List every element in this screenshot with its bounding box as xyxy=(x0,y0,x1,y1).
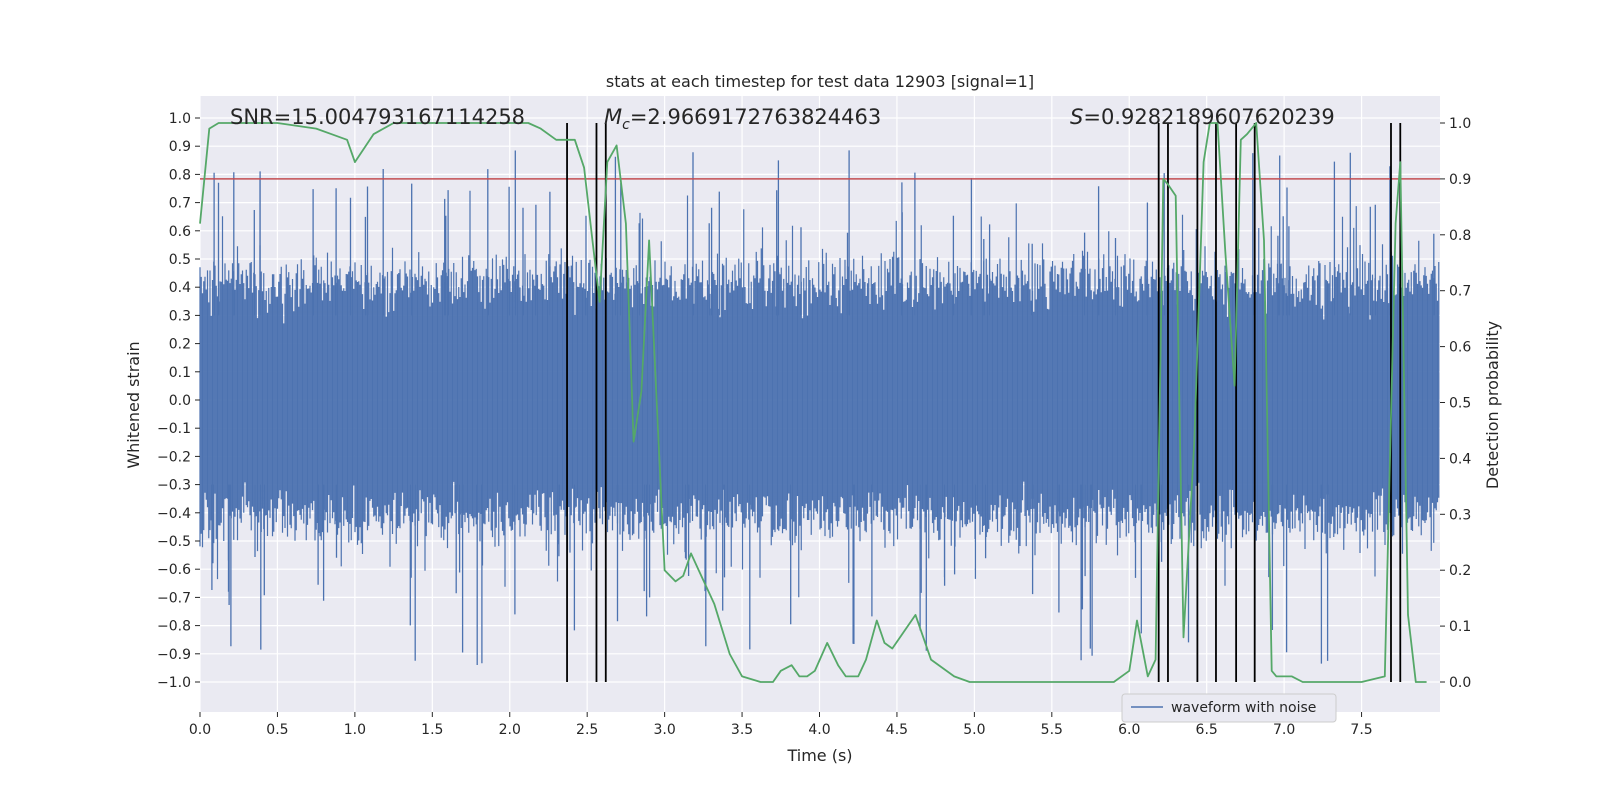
right-y-axis-ticks: 1.0 0.9 0.8 0.7 0.6 0.5 0.4 0.3 0.2 0.1 0.0 xyxy=(1440,116,1471,691)
left-y-tick-label: −0.3 xyxy=(157,478,191,494)
waveform-trace xyxy=(199,190,1440,598)
x-tick-label: 7.5 xyxy=(1350,722,1372,738)
x-tick-label: 3.5 xyxy=(731,722,753,738)
left-y-tick-label: 0.8 xyxy=(169,167,191,183)
right-y-tick-label: 0.2 xyxy=(1449,563,1471,579)
x-tick-label: 2.5 xyxy=(576,722,598,738)
x-tick-label: 2.0 xyxy=(499,722,521,738)
x-tick-label: 6.5 xyxy=(1196,722,1218,738)
left-y-tick-label: 0.2 xyxy=(169,337,191,353)
right-y-axis-label: Detection probability xyxy=(1483,321,1502,489)
left-y-tick-label: 0.1 xyxy=(169,365,191,381)
s-annotation: S=0.9282189607620239 xyxy=(1070,105,1335,129)
right-y-tick-label: 0.8 xyxy=(1449,228,1471,244)
left-y-tick-label: 0.5 xyxy=(169,252,191,268)
left-y-tick-label: −0.2 xyxy=(157,449,191,465)
right-y-tick-label: 0.7 xyxy=(1449,284,1471,300)
left-y-tick-label: 0.7 xyxy=(169,196,191,212)
right-y-tick-label: 0.3 xyxy=(1449,507,1471,523)
x-tick-label: 4.0 xyxy=(808,722,830,738)
left-y-tick-label: 0.3 xyxy=(169,308,191,324)
left-y-tick-label: −0.6 xyxy=(157,562,191,578)
x-tick-label: 5.5 xyxy=(1041,722,1063,738)
x-tick-label: 5.0 xyxy=(963,722,985,738)
left-y-axis-ticks: 1.0 0.9 0.8 0.7 0.6 0.5 0.4 0.3 0.2 0.1 0.0 −0.1 −0.… xyxy=(157,111,200,691)
x-tick-label: 0.5 xyxy=(266,722,288,738)
legend: waveform with noise xyxy=(1121,693,1337,723)
x-tick-label: 1.5 xyxy=(421,722,443,738)
right-y-tick-label: 0.6 xyxy=(1449,340,1471,356)
right-y-tick-label: 0.4 xyxy=(1449,451,1471,467)
left-y-axis-label: Whitened strain xyxy=(124,341,143,468)
left-y-tick-label: 0.0 xyxy=(169,393,191,409)
x-tick-label: 4.5 xyxy=(886,722,908,738)
left-y-tick-label: −0.9 xyxy=(157,647,191,663)
right-y-tick-label: 1.0 xyxy=(1449,116,1471,132)
left-y-tick-label: 0.4 xyxy=(169,280,191,296)
x-tick-label: 0.0 xyxy=(189,722,211,738)
left-y-tick-label: −1.0 xyxy=(157,675,191,691)
detection-probability-line xyxy=(199,122,1427,683)
chirp-mass-symbol: M xyxy=(604,105,622,129)
x-tick-label: 7.0 xyxy=(1273,722,1295,738)
x-tick-label: 3.0 xyxy=(653,722,675,738)
chart-title: stats at each timestep for test data 129… xyxy=(606,72,1034,91)
s-symbol: S xyxy=(1070,105,1083,129)
x-axis-label: Time (s) xyxy=(786,746,852,765)
right-y-tick-label: 0.9 xyxy=(1449,172,1471,188)
detection-probability-series xyxy=(199,122,1427,683)
left-y-tick-label: −0.4 xyxy=(157,506,191,522)
left-y-tick-label: 0.6 xyxy=(169,224,191,240)
x-tick-label: 6.0 xyxy=(1118,722,1140,738)
s-value: =0.9282189607620239 xyxy=(1083,105,1334,129)
chirp-mass-subscript: c xyxy=(622,117,630,133)
left-y-tick-label: −0.7 xyxy=(157,590,191,606)
chirp-mass-value: =2.9669172763824463 xyxy=(630,105,881,129)
left-y-tick-label: −0.5 xyxy=(157,534,191,550)
snr-annotation: SNR=15.004793167114258 xyxy=(230,105,525,129)
right-y-tick-label: 0.1 xyxy=(1449,619,1471,635)
left-y-tick-label: 0.9 xyxy=(169,139,191,155)
waveform-series xyxy=(199,150,1440,665)
left-y-tick-label: 1.0 xyxy=(169,111,191,127)
right-y-tick-label: 0.5 xyxy=(1449,396,1471,412)
legend-box xyxy=(1121,693,1337,723)
left-y-tick-label: −0.8 xyxy=(157,619,191,635)
right-y-tick-label: 0.0 xyxy=(1449,675,1471,691)
waveform-spikes xyxy=(211,150,1435,665)
event-markers xyxy=(566,123,1402,682)
left-y-tick-label: −0.1 xyxy=(157,421,191,437)
x-axis-ticks: 0.0 0.5 1.0 1.5 2.0 2.5 3.0 3.5 4.0 4.5 5.0 5.5 6.0 6… xyxy=(189,712,1373,738)
chirp-mass-annotation: Mc=2.9669172763824463 xyxy=(604,105,881,133)
x-tick-label: 1.0 xyxy=(344,722,366,738)
legend-label: waveform with noise xyxy=(1171,700,1316,716)
